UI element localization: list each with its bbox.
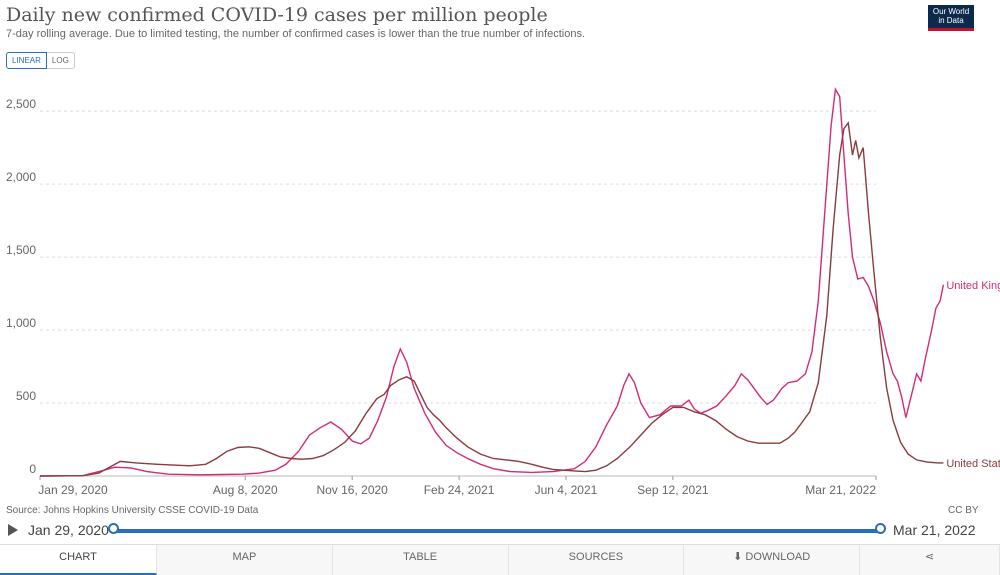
series-label[interactable]: United Kingdom	[946, 280, 1000, 292]
source-note: Source: Johns Hopkins University CSSE CO…	[6, 505, 259, 516]
tab-download[interactable]: ⬇ DOWNLOAD	[684, 545, 860, 575]
series-line-united-states[interactable]	[39, 121, 944, 477]
series-label[interactable]: United States	[946, 458, 1000, 470]
timeline: Jan 29, 2020 Mar 21, 2022	[0, 520, 1000, 542]
x-tick-label: Sep 12, 2021	[637, 483, 709, 497]
series-line-united-kingdom[interactable]	[39, 87, 945, 477]
play-icon[interactable]	[8, 524, 18, 536]
tab-chart[interactable]: CHART	[0, 545, 157, 575]
y-tick-label: 1,000	[6, 316, 36, 330]
x-tick-label: Nov 16, 2020	[316, 483, 388, 497]
timeline-end-handle[interactable]	[875, 523, 886, 534]
chart-grid	[40, 110, 876, 477]
line-chart: 0 500 1,000 1,500 2,000 2,500 Jan 29, 2020 Aug…	[6, 87, 1000, 497]
x-tick-label: Feb 24, 2021	[424, 483, 495, 497]
y-tick-label: 0	[29, 462, 36, 476]
tab-table[interactable]: TABLE	[332, 545, 509, 575]
chart-subtitle: 7-day rolling average. Due to limited te…	[6, 28, 586, 40]
chart-title: Daily new confirmed COVID-19 cases per m…	[6, 4, 548, 26]
timeline-start-label: Jan 29, 2020	[28, 522, 109, 538]
x-tick-label: Mar 21, 2022	[805, 483, 876, 497]
download-icon: ⬇	[733, 551, 746, 563]
timeline-end-label: Mar 21, 2022	[893, 522, 976, 538]
x-tick-label: Jun 4, 2021	[535, 483, 598, 497]
tab-bar: CHART MAP TABLE SOURCES ⬇ DOWNLOAD ⋖	[0, 544, 1000, 575]
scale-toggle: LINEAR LOG	[6, 52, 75, 69]
owid-logo[interactable]: Our World in Data	[928, 5, 974, 31]
x-tick-label: Aug 8, 2020	[213, 483, 278, 497]
y-tick-label: 1,500	[6, 243, 36, 257]
logo-line-1: Our World	[932, 7, 970, 16]
share-icon: ⋖	[924, 551, 935, 563]
x-axis-ticks: Jan 29, 2020 Aug 8, 2020 Nov 16, 2020 Feb 2…	[38, 476, 877, 497]
y-tick-label: 500	[16, 389, 36, 403]
license-link[interactable]: CC BY	[948, 505, 979, 516]
share-button[interactable]: ⋖	[860, 545, 1000, 575]
chart-series	[39, 87, 945, 477]
tab-sources[interactable]: SOURCES	[508, 545, 685, 575]
log-scale-button[interactable]: LOG	[46, 52, 75, 69]
y-tick-label: 2,000	[6, 170, 36, 184]
timeline-track[interactable]	[113, 529, 881, 533]
y-tick-label: 2,500	[6, 97, 36, 111]
logo-line-2: in Data	[938, 16, 964, 25]
timeline-start-handle[interactable]	[108, 523, 119, 534]
linear-scale-button[interactable]: LINEAR	[6, 52, 47, 69]
series-labels: United Kingdom United States	[946, 280, 1000, 470]
y-axis-ticks: 0 500 1,000 1,500 2,000 2,500	[6, 97, 36, 476]
tab-download-label: DOWNLOAD	[745, 551, 811, 563]
x-tick-label: Jan 29, 2020	[38, 483, 108, 497]
tab-map[interactable]: MAP	[157, 545, 333, 575]
